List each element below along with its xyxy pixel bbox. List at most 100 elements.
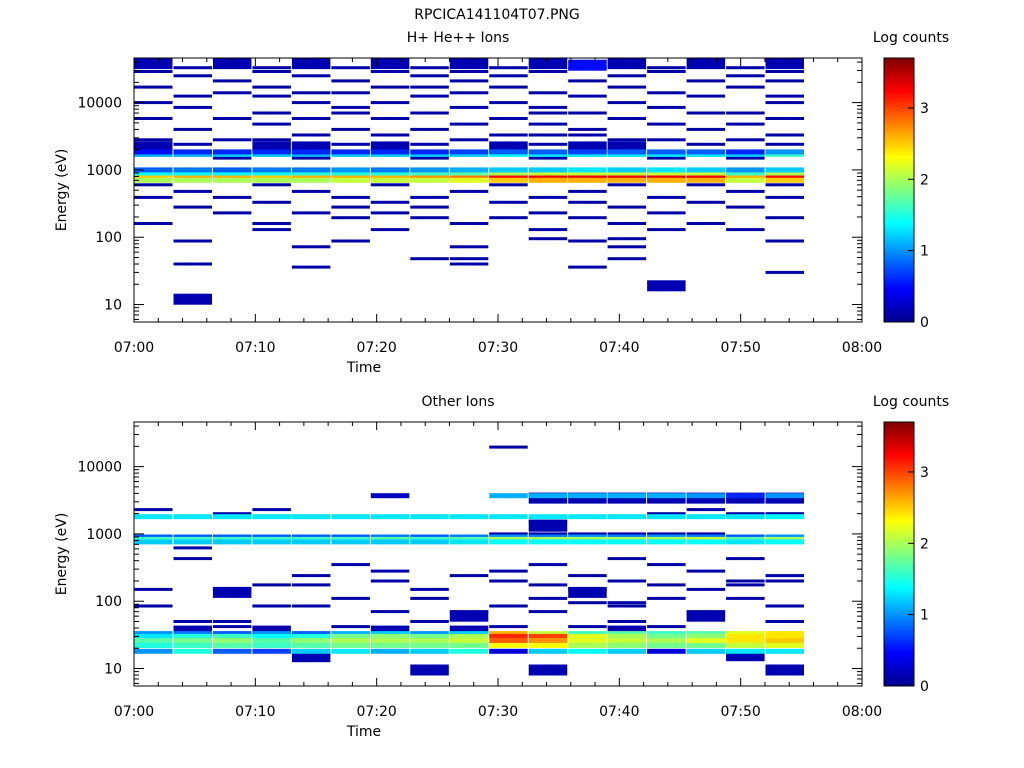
heatmap-cell [291,117,331,120]
heatmap-cell [449,648,489,654]
heatmap-cell [173,514,212,520]
heatmap-cell [607,85,647,89]
heatmap-cell [212,58,252,70]
heatmap-cell [449,245,489,249]
heatmap-cell [291,638,331,644]
heatmap-cell [410,170,449,176]
x-tick-label: 07:30 [478,704,518,720]
x-tick-label: 07:00 [114,704,154,720]
heatmap-cell [726,138,765,142]
y-tick-label: 10 [104,662,122,678]
heatmap-cell [449,262,489,266]
heatmap-cell [607,74,647,78]
heatmap-cell [252,222,291,225]
heatmap-cell [252,539,291,545]
heatmap-cell [607,604,647,608]
heatmap-cell [212,643,252,648]
heatmap-cell [726,170,765,176]
x-tick-label: 07:10 [235,340,275,356]
heatmap-cell [489,66,528,70]
heatmap-cell [528,70,568,73]
heatmap-cell [252,173,291,179]
heatmap-cell [647,91,686,95]
heatmap-cell [686,638,726,644]
colorbar-tick-label: 1 [920,608,929,624]
heatmap-cell [252,85,291,89]
heatmap-cell [291,156,331,160]
heatmap-cell [765,177,804,183]
heatmap-cell [370,228,410,232]
heatmap-cell [765,493,804,499]
heatmap-cell [726,596,765,600]
heatmap-cell [607,167,647,173]
heatmap-cell [252,149,291,155]
heatmap-cell [726,643,765,648]
heatmap-cell [449,638,489,644]
heatmap-cell [528,111,568,115]
heatmap-cell [489,539,528,545]
heatmap-cell [765,117,804,120]
x-tick-label: 07:40 [599,340,639,356]
heatmap-cell [410,648,449,654]
heatmap-cell [252,648,291,654]
heatmap-cell [686,177,726,183]
heatmap-cell [291,177,331,183]
y-tick-label: 1000 [86,527,122,543]
heatmap-cell [370,70,410,73]
heatmap-cell [607,557,647,561]
heatmap-cell [291,583,331,587]
heatmap-cell [607,601,647,605]
heatmap-cell [410,94,449,98]
heatmap-cell [449,539,489,545]
heatmap-cell [489,625,528,629]
heatmap-cell [686,142,726,146]
x-tick-label: 08:00 [842,704,882,720]
heatmap-cell [765,133,804,137]
heatmap-cell [370,173,410,179]
heatmap-cell [528,237,568,241]
heatmap-cell [370,631,410,637]
heatmap-cell [568,189,607,193]
heatmap-cell [528,142,568,146]
page-title: RPCICA141104T07.PNG [414,7,579,23]
heatmap-cell [726,122,765,126]
heatmap-cell [173,177,212,183]
x-tick-label: 07:40 [599,704,639,720]
heatmap-cell [134,167,173,173]
heatmap-cell [331,596,370,600]
x-tick-label: 08:00 [842,340,882,356]
heatmap-cell [568,514,607,520]
heatmap-cell [647,167,686,173]
heatmap-cell [765,643,804,648]
heatmap-cell [173,66,212,70]
heatmap-cell [173,293,212,305]
heatmap-cell [489,648,528,654]
heatmap-cell [528,664,568,676]
heatmap-cell [765,579,804,583]
heatmap-cell [331,643,370,648]
heatmap-cell [568,173,607,179]
heatmap-cell [568,216,607,220]
panel-h-he-ions: H+ He++ Ions 07:00 07:10 07:20 07:30 07:40 07:… [54,30,949,376]
heatmap-cell [765,167,804,173]
heatmap-cell [331,91,370,95]
heatmap-cell [291,648,331,654]
heatmap-cell [528,532,568,536]
heatmap-cell [410,156,449,160]
heatmap-cell [331,648,370,654]
heatmap-cell [331,142,370,146]
colorbar-tick-label: 1 [920,244,929,260]
heatmap-cell [726,85,765,89]
heatmap-cell [449,222,489,225]
heatmap-cell [647,625,686,629]
heatmap-cell [528,105,568,109]
colorbar-tick-label: 0 [920,315,929,331]
heatmap-cell [410,127,449,131]
heatmap-cell [647,563,686,567]
heatmap-cell [449,122,489,126]
heatmap-cell [331,170,370,176]
heatmap-cell [686,569,726,573]
heatmap-cell [647,648,686,654]
heatmap-cell [647,149,686,155]
